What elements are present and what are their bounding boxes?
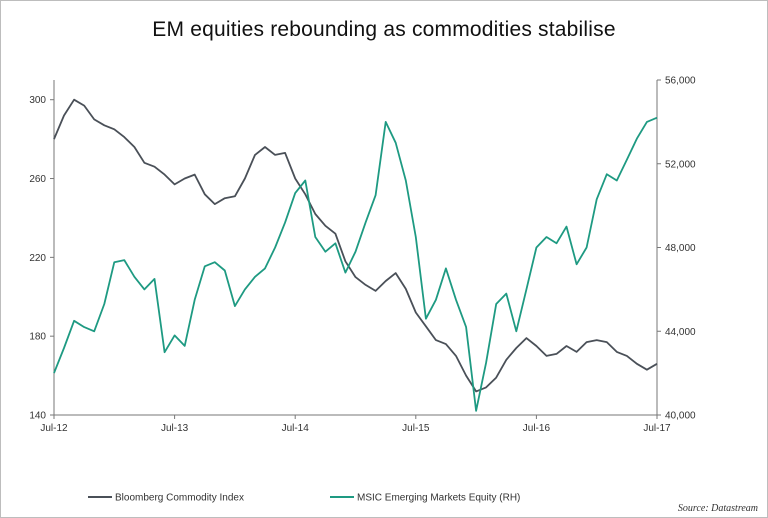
left-axis-tick-label: 140 [29, 411, 46, 422]
source-note: Source: Datastream [678, 503, 758, 514]
chart-legend: Bloomberg Commodity Index MSIC Emerging M… [88, 493, 520, 504]
right-axis-tick-label: 56,000 [665, 76, 696, 87]
legend-label: Bloomberg Commodity Index [115, 493, 244, 504]
right-axis-tick-label: 48,000 [665, 243, 696, 254]
chart-series [53, 98, 658, 412]
right-axis-tick-label: 44,000 [665, 327, 696, 338]
chart-title: EM equities rebounding as commodities st… [152, 18, 616, 41]
left-axis-tick-label: 220 [29, 253, 46, 264]
left-axis-tick-label: 300 [29, 95, 46, 106]
left-axis-tick-label: 260 [29, 174, 46, 185]
x-axis-tick-label: Jul-13 [161, 423, 189, 434]
legend-label: MSIC Emerging Markets Equity (RH) [357, 493, 520, 504]
x-axis-tick-label: Jul-15 [402, 423, 430, 434]
left-axis-tick-label: 180 [29, 332, 46, 343]
x-axis-tick-label: Jul-16 [523, 423, 551, 434]
right-axis-tick-label: 52,000 [665, 159, 696, 170]
x-axis-tick-label: Jul-12 [40, 423, 68, 434]
series-line-commodity-index [53, 98, 658, 393]
chart-axes: 140 180 220 260 300 40,000 44,000 48,000 52,000 5… [29, 76, 696, 435]
x-axis-tick-label: Jul-14 [282, 423, 310, 434]
x-axis-tick-label: Jul-17 [643, 423, 671, 434]
right-axis-tick-label: 40,000 [665, 411, 696, 422]
series-line-em-equity [53, 116, 658, 412]
